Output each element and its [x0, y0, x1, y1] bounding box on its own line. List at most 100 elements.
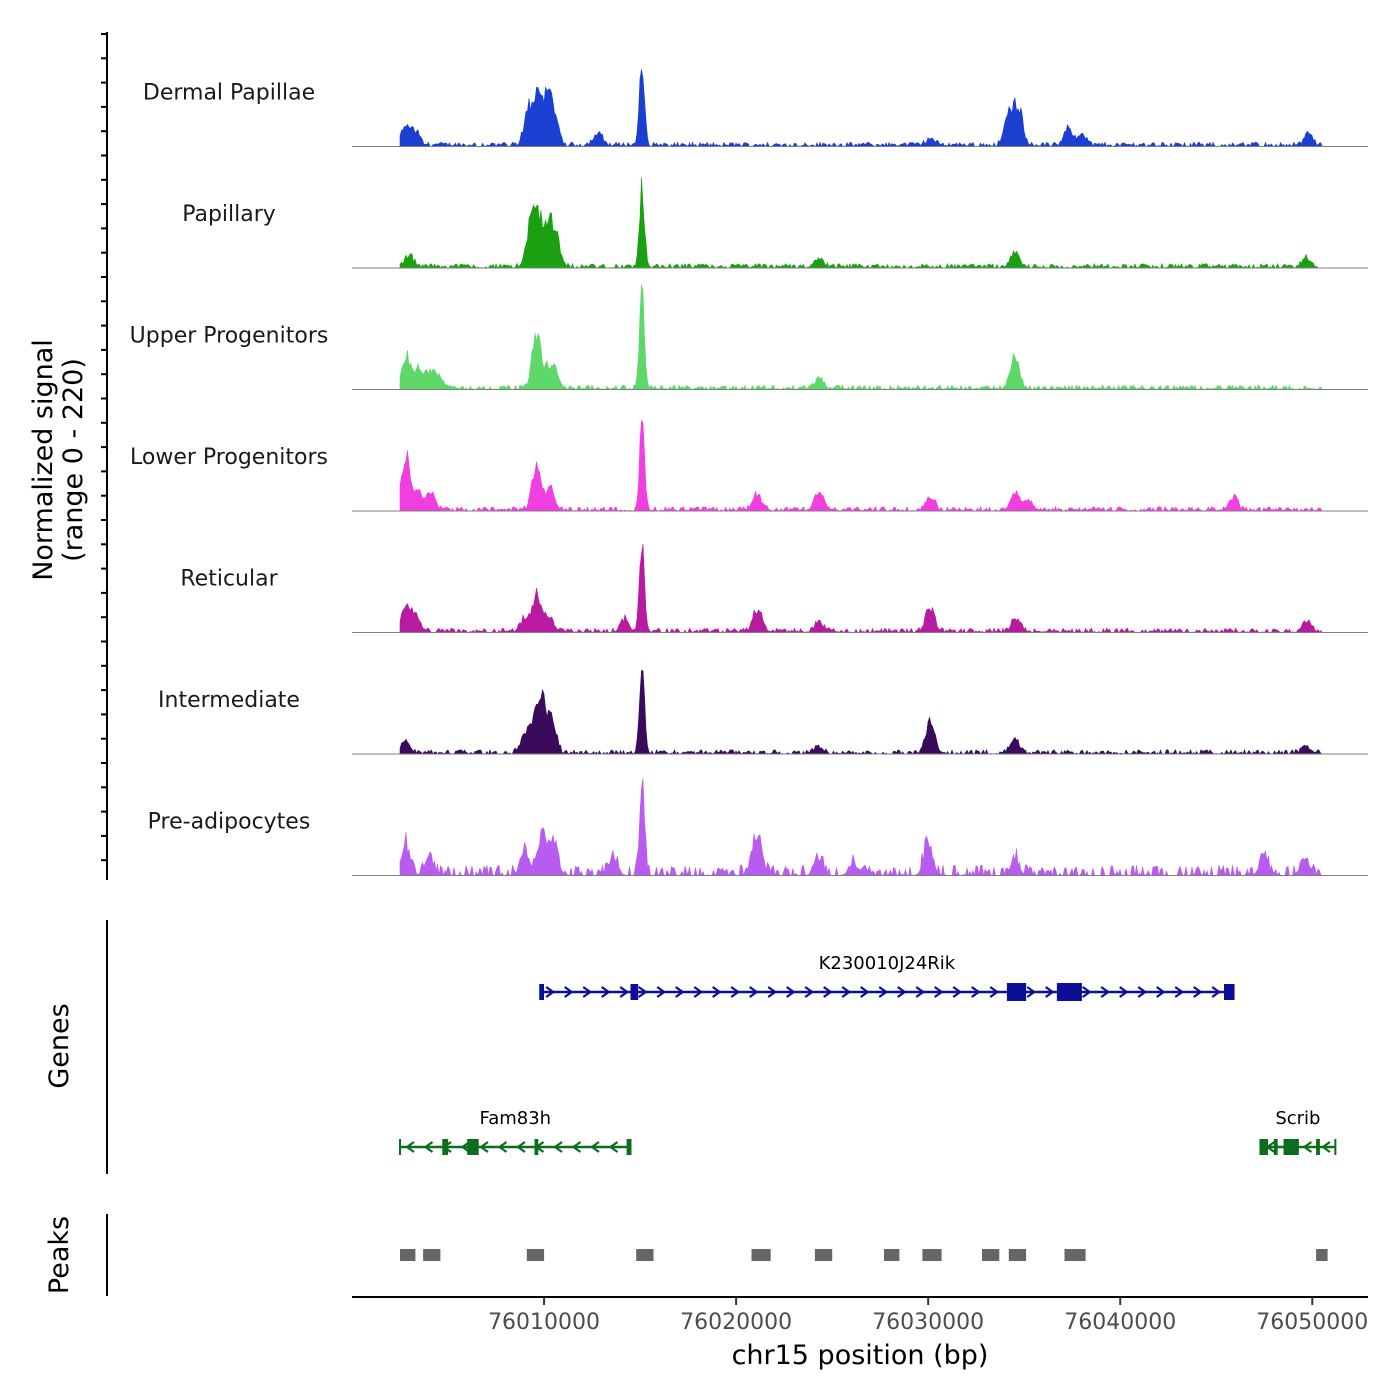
gene-strand-chevron — [460, 1141, 471, 1153]
gene-exon — [1056, 983, 1082, 1001]
gene-exon — [1316, 1139, 1320, 1155]
x-tick-label: 76050000 — [1256, 1310, 1368, 1335]
track-dermal-papillae: Dermal Papillae — [143, 69, 1368, 148]
gene-strand-chevron — [479, 1141, 489, 1153]
gene-strand-chevron — [1156, 986, 1166, 998]
track-label: Lower Progenitors — [130, 445, 328, 470]
gene-strand-chevron — [841, 986, 852, 998]
track-signal-area — [399, 69, 1323, 148]
gene-strand-chevron — [1026, 986, 1037, 998]
peak-region — [884, 1249, 900, 1261]
gene-strand-chevron — [971, 986, 981, 998]
gene-strand-chevron — [1119, 986, 1129, 998]
gene-strand-chevron — [545, 986, 556, 998]
gene-strand-chevron — [516, 1141, 526, 1153]
gene-strand-chevron — [786, 986, 796, 998]
gene-strand-chevron — [1193, 986, 1203, 998]
gene-strand-chevron — [952, 986, 963, 998]
gene-label: K230010J24Rik — [819, 953, 956, 974]
gene-strand-chevron — [590, 1141, 600, 1153]
gene-exon — [630, 984, 639, 1000]
gene-strand-chevron — [897, 986, 907, 998]
gene-strand-chevron — [1174, 986, 1185, 998]
gene-strand-chevron — [878, 986, 889, 998]
x-axis-title: chr15 position (bp) — [732, 1340, 989, 1371]
gene-k230010j24rik: K230010J24Rik — [539, 953, 1235, 1001]
track-label: Papillary — [182, 202, 276, 227]
track-pre-adipocytes: Pre-adipocytes — [148, 778, 1368, 877]
peak-region — [400, 1249, 416, 1261]
track-label: Dermal Papillae — [143, 81, 315, 106]
peak-region — [1064, 1249, 1086, 1261]
peak-region — [423, 1249, 441, 1261]
track-lower-progenitors: Lower Progenitors — [130, 419, 1368, 512]
peak-region — [814, 1249, 833, 1261]
gene-strand-chevron — [823, 986, 833, 998]
gene-strand-chevron — [571, 1141, 582, 1153]
x-tick-label: 76020000 — [680, 1310, 792, 1335]
gene-strand-chevron — [1100, 986, 1111, 998]
track-signal-area — [399, 177, 1322, 269]
x-tick-label: 76010000 — [488, 1310, 600, 1335]
gene-strand-chevron — [564, 986, 574, 998]
y-axis-title-line1: Normalized signal — [28, 339, 59, 581]
y-axis-title-line2: (range 0 - 220) — [58, 358, 89, 562]
gene-label: Scrib — [1275, 1108, 1320, 1129]
gene-exon — [534, 1139, 539, 1155]
peak-region — [1316, 1249, 1328, 1261]
gene-exon — [1283, 1139, 1299, 1155]
gene-scrib: Scrib — [1259, 1108, 1337, 1155]
gene-strand-chevron — [1302, 1141, 1313, 1153]
peak-region — [1008, 1249, 1027, 1261]
gene-strand-chevron — [601, 986, 611, 998]
x-tick-label: 76030000 — [872, 1310, 984, 1335]
gene-fam83h: Fam83h — [399, 1108, 632, 1155]
gene-exon — [1260, 1139, 1269, 1155]
gene-strand-chevron — [934, 986, 944, 998]
gene-strand-chevron — [638, 986, 648, 998]
peak-region — [922, 1249, 942, 1261]
gene-strand-chevron — [1137, 986, 1148, 998]
gene-exon — [540, 984, 544, 1000]
gene-strand-chevron — [608, 1141, 619, 1153]
gene-strand-chevron — [497, 1141, 508, 1153]
gene-strand-chevron — [804, 986, 815, 998]
gene-strand-chevron — [1211, 986, 1222, 998]
gene-strand-chevron — [767, 986, 778, 998]
gene-strand-chevron — [860, 986, 870, 998]
peak-region — [982, 1249, 1000, 1261]
gene-strand-chevron — [405, 1141, 415, 1153]
track-signal-area — [399, 543, 1323, 634]
gene-exon — [442, 1139, 449, 1155]
peak-region — [526, 1249, 545, 1261]
gene-strand-chevron — [675, 986, 685, 998]
x-tick-label: 76040000 — [1064, 1310, 1176, 1335]
gene-strand-chevron — [553, 1141, 563, 1153]
track-label: Intermediate — [158, 688, 300, 713]
gene-label: Fam83h — [480, 1108, 552, 1129]
track-reticular: Reticular — [180, 543, 1368, 634]
gene-strand-chevron — [619, 986, 630, 998]
gene-exon — [467, 1139, 479, 1155]
gene-exon — [626, 1139, 631, 1155]
gene-strand-chevron — [915, 986, 926, 998]
track-upper-progenitors: Upper Progenitors — [130, 284, 1368, 391]
genes-panel-label: Genes — [44, 1003, 75, 1088]
gene-strand-chevron — [730, 986, 741, 998]
gene-strand-chevron — [1045, 986, 1055, 998]
track-label: Upper Progenitors — [130, 324, 329, 349]
gene-strand-chevron — [1321, 1141, 1331, 1153]
track-label: Reticular — [180, 567, 278, 592]
track-papillary: Papillary — [182, 177, 1368, 269]
gene-strand-chevron — [423, 1141, 434, 1153]
track-label: Pre-adipocytes — [148, 810, 311, 835]
peaks-panel-label: Peaks — [44, 1216, 75, 1294]
track-intermediate: Intermediate — [158, 670, 1368, 755]
peak-region — [636, 1249, 654, 1261]
peak-region — [751, 1249, 771, 1261]
gene-exon — [1273, 1139, 1278, 1155]
gene-strand-chevron — [1082, 986, 1092, 998]
gene-strand-chevron — [693, 986, 704, 998]
gene-strand-chevron — [749, 986, 759, 998]
